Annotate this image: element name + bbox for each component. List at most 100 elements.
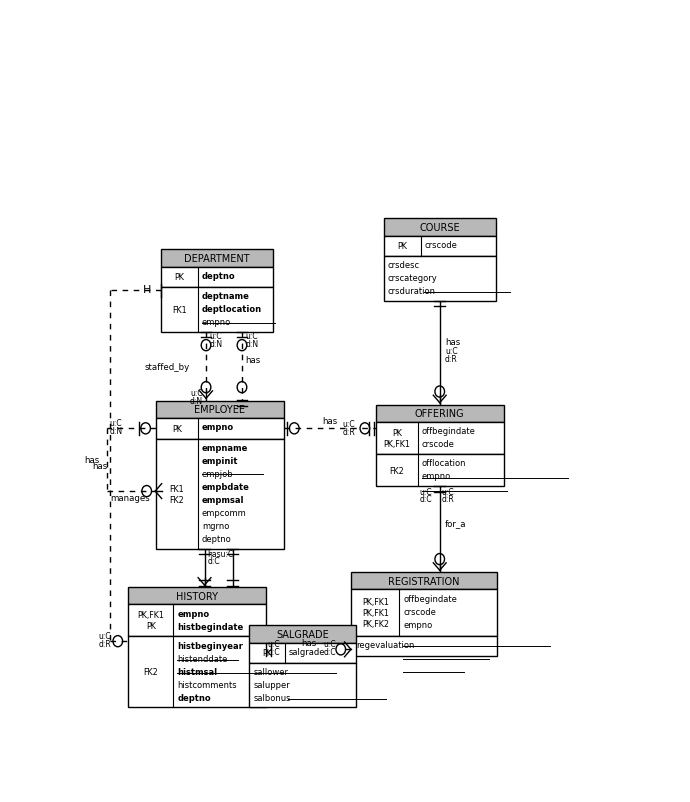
Bar	[156, 419, 284, 439]
Text: PK: PK	[172, 424, 182, 433]
Text: PK
PK,FK1: PK PK,FK1	[383, 428, 410, 448]
Text: crscode: crscode	[403, 607, 436, 616]
Text: d:C: d:C	[324, 647, 336, 657]
Bar	[128, 605, 266, 637]
Text: for_a: for_a	[445, 519, 466, 528]
Text: FK2: FK2	[144, 667, 158, 677]
Text: empno: empno	[177, 609, 209, 618]
Bar	[351, 589, 497, 636]
Text: deptname: deptname	[202, 292, 250, 301]
Text: manages: manages	[110, 494, 150, 503]
Text: offbegindate: offbegindate	[422, 427, 475, 435]
Text: FK1
FK2: FK1 FK2	[170, 484, 184, 504]
Text: crsdesc: crsdesc	[388, 261, 420, 270]
Text: deptlocation: deptlocation	[202, 305, 262, 314]
Text: empjob: empjob	[202, 469, 233, 478]
Text: u:C: u:C	[210, 332, 222, 341]
Text: salbonus: salbonus	[254, 694, 291, 703]
Text: d:R: d:R	[445, 354, 458, 363]
Text: OFFERING: OFFERING	[415, 409, 464, 419]
Text: d:N: d:N	[246, 339, 259, 348]
Bar	[161, 288, 273, 332]
Text: PK: PK	[262, 649, 272, 658]
Text: PK: PK	[175, 273, 185, 282]
Text: FK1: FK1	[172, 306, 187, 314]
Text: has: has	[445, 338, 460, 346]
Text: d:R: d:R	[342, 427, 355, 436]
Text: d:R: d:R	[99, 639, 111, 648]
Text: u:C: u:C	[246, 332, 258, 341]
Text: crscode: crscode	[424, 241, 457, 249]
Text: crsduration: crsduration	[388, 287, 436, 296]
Text: staffed_by: staffed_by	[145, 363, 190, 371]
Text: d:N: d:N	[210, 339, 223, 348]
Text: DEPARTMENT: DEPARTMENT	[184, 253, 250, 264]
Text: hasu:C: hasu:C	[207, 549, 233, 558]
Bar	[128, 637, 266, 707]
Text: empinit: empinit	[202, 456, 238, 465]
Text: empno: empno	[422, 472, 451, 480]
Text: u:C: u:C	[445, 346, 457, 355]
Text: d:C: d:C	[268, 647, 280, 657]
Text: histmsal: histmsal	[177, 666, 217, 676]
Text: d:N: d:N	[110, 427, 123, 435]
Text: REGISTRATION: REGISTRATION	[388, 576, 460, 586]
Text: crscategory: crscategory	[388, 274, 437, 283]
Text: empno: empno	[202, 423, 234, 432]
Text: has: has	[322, 416, 337, 425]
Bar	[384, 257, 496, 302]
Text: has: has	[84, 456, 99, 464]
Text: SALGRADE: SALGRADE	[277, 629, 329, 639]
Text: HISTORY: HISTORY	[176, 591, 218, 601]
Bar	[375, 423, 504, 455]
Text: u:C: u:C	[324, 639, 336, 649]
Text: empmsal: empmsal	[202, 495, 244, 504]
Text: H: H	[143, 285, 152, 295]
Text: deptno: deptno	[202, 272, 235, 281]
Text: u:C: u:C	[442, 487, 455, 496]
Bar	[351, 636, 497, 656]
Bar	[384, 237, 496, 257]
Text: histcomments: histcomments	[177, 680, 237, 689]
Text: offbegindate: offbegindate	[403, 594, 457, 603]
Text: u:C: u:C	[110, 419, 122, 427]
Bar	[156, 401, 284, 419]
Text: histenddate: histenddate	[177, 654, 228, 663]
Text: salupper: salupper	[254, 680, 290, 690]
Bar	[384, 219, 496, 237]
Text: u:C: u:C	[190, 389, 203, 398]
Text: d:R: d:R	[442, 494, 455, 504]
Text: histbeginyear: histbeginyear	[177, 641, 243, 650]
Text: FK2: FK2	[389, 466, 404, 475]
Bar	[375, 405, 504, 423]
Bar	[249, 626, 356, 642]
Text: empno: empno	[403, 620, 433, 629]
Text: salgrade: salgrade	[288, 647, 325, 656]
Text: has: has	[246, 356, 261, 365]
Text: crscode: crscode	[422, 439, 455, 448]
Text: u:C: u:C	[268, 639, 280, 649]
Bar	[161, 250, 273, 267]
Text: empname: empname	[202, 444, 248, 452]
Text: empbdate: empbdate	[202, 482, 250, 491]
Text: sallower: sallower	[254, 667, 288, 676]
Text: PK: PK	[397, 242, 407, 251]
Text: EMPLOYEE: EMPLOYEE	[195, 405, 246, 415]
Text: regevaluation: regevaluation	[356, 640, 414, 650]
Text: histbegindate: histbegindate	[177, 622, 244, 630]
Bar	[156, 439, 284, 549]
Text: offlocation: offlocation	[422, 459, 466, 468]
Bar	[249, 663, 356, 707]
Text: d:C: d:C	[207, 557, 220, 565]
Bar	[375, 455, 504, 487]
Text: d:C: d:C	[420, 494, 432, 504]
Text: u:C: u:C	[99, 631, 111, 640]
Text: PK,FK1
PK,FK1
PK,FK2: PK,FK1 PK,FK1 PK,FK2	[362, 597, 389, 629]
Text: d:N: d:N	[190, 397, 203, 406]
Text: empcomm: empcomm	[202, 508, 246, 517]
Text: COURSE: COURSE	[420, 223, 460, 233]
Text: deptno: deptno	[177, 693, 211, 702]
Text: u:C: u:C	[420, 487, 432, 496]
Bar	[128, 587, 266, 605]
Text: mgrno: mgrno	[202, 521, 229, 530]
